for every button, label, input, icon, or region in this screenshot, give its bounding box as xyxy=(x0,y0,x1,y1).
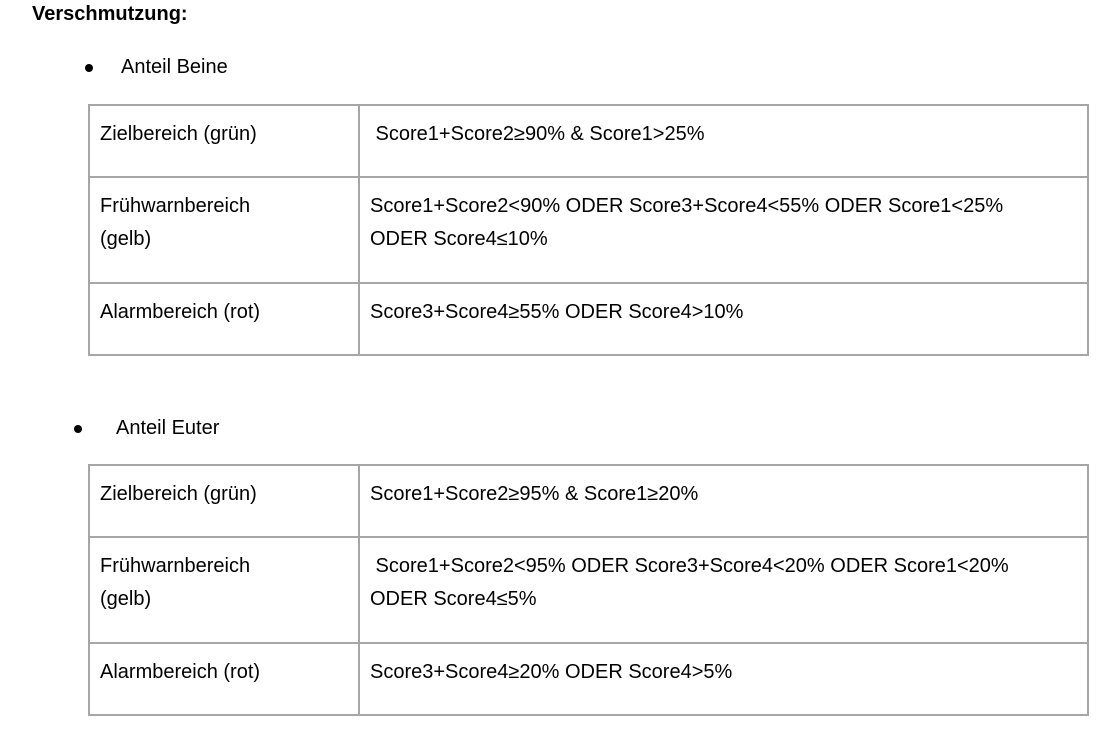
row-value: Score1+Score2≥90% & Score1>25% xyxy=(358,104,1089,178)
label-text: Zielbereich (grün) xyxy=(100,483,257,505)
label-text: Frühwarnbereich xyxy=(100,555,251,577)
value-text: ODER Score4≤10% xyxy=(370,228,548,250)
value-text: ODER Score4≤5% xyxy=(370,588,537,610)
label-text: (gelb) xyxy=(100,588,152,610)
row-label: Alarmbereich (rot) xyxy=(88,282,360,356)
row-label: Frühwarnbereich (gelb) xyxy=(88,536,360,644)
table-row-fruehwarnbereich: Frühwarnbereich (gelb) Score1+Score2<90% … xyxy=(88,176,1089,284)
row-value: Score1+Score2<90% ODER Score3+Score4<55%… xyxy=(358,176,1089,284)
label-text: (gelb) xyxy=(100,228,152,250)
row-label: Zielbereich (grün) xyxy=(88,464,360,538)
value-text: Score3+Score4≥55% ODER Score4>10% xyxy=(370,301,744,323)
table-row-alarmbereich: Alarmbereich (rot) Score3+Score4≥55% ODE… xyxy=(88,282,1089,356)
value-text: Score1+Score2<90% ODER Score3+Score4<55%… xyxy=(370,195,1004,217)
value-text: Score1+Score2<95% ODER Score3+Score4<20%… xyxy=(370,555,1009,577)
bullet-icon xyxy=(74,425,82,433)
label-text: Alarmbereich (rot) xyxy=(100,661,261,683)
row-value: Score1+Score2≥95% & Score1≥20% xyxy=(358,464,1089,538)
bullet-anteil-beine: Anteil Beine xyxy=(121,56,228,78)
row-label: Alarmbereich (rot) xyxy=(88,642,360,716)
row-label: Frühwarnbereich (gelb) xyxy=(88,176,360,284)
criteria-table-beine: Zielbereich (grün) Score1+Score2≥90% & S… xyxy=(88,104,1089,356)
value-text: Score1+Score2≥95% & Score1≥20% xyxy=(370,483,699,505)
value-text: Score3+Score4≥20% ODER Score4>5% xyxy=(370,661,733,683)
table-row-alarmbereich: Alarmbereich (rot) Score3+Score4≥20% ODE… xyxy=(88,642,1089,716)
criteria-table-euter: Zielbereich (grün) Score1+Score2≥95% & S… xyxy=(88,464,1089,716)
bullet-icon xyxy=(85,64,93,72)
label-text: Zielbereich (grün) xyxy=(100,123,257,145)
section-heading: Verschmutzung: xyxy=(32,3,188,25)
table-row-zielbereich: Zielbereich (grün) Score1+Score2≥90% & S… xyxy=(88,104,1089,178)
table-row-zielbereich: Zielbereich (grün) Score1+Score2≥95% & S… xyxy=(88,464,1089,538)
row-label: Zielbereich (grün) xyxy=(88,104,360,178)
row-value: Score1+Score2<95% ODER Score3+Score4<20%… xyxy=(358,536,1089,644)
row-value: Score3+Score4≥20% ODER Score4>5% xyxy=(358,642,1089,716)
table-row-fruehwarnbereich: Frühwarnbereich (gelb) Score1+Score2<95% … xyxy=(88,536,1089,644)
label-text: Alarmbereich (rot) xyxy=(100,301,261,323)
label-text: Frühwarnbereich xyxy=(100,195,251,217)
bullet-anteil-euter: Anteil Euter xyxy=(116,417,220,439)
row-value: Score3+Score4≥55% ODER Score4>10% xyxy=(358,282,1089,356)
value-text: Score1+Score2≥90% & Score1>25% xyxy=(370,123,705,145)
